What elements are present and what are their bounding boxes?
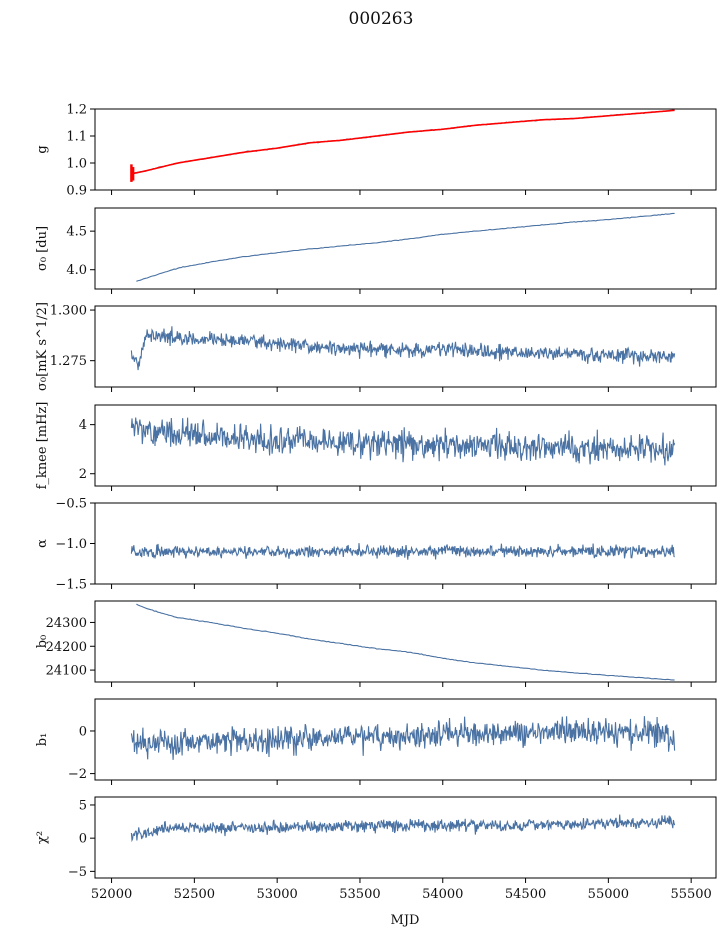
axes-frame-f-knee xyxy=(94,404,717,487)
y-tick-label: 24100 xyxy=(46,664,87,679)
axes-frame-b1 xyxy=(94,698,717,781)
y-tick-label: 24300 xyxy=(46,616,87,631)
axes-frame-alpha xyxy=(94,502,717,585)
x-tick-label: 55000 xyxy=(588,887,629,902)
figure-title: 000263 xyxy=(349,9,414,29)
series-line-b1 xyxy=(130,716,676,760)
x-tick-label: 55500 xyxy=(670,887,711,902)
series-line-chi2 xyxy=(130,814,676,843)
y-axis-label-g: g xyxy=(35,145,50,153)
panel-b0: 24100 24200 24300 b₀ xyxy=(35,600,717,687)
y-tick-label: 4.5 xyxy=(66,225,87,240)
y-axis-label-sigma0-du: σ₀ [du] xyxy=(35,226,50,271)
axes-frame-g xyxy=(94,108,717,191)
y-tick-label: 1.1 xyxy=(66,130,87,145)
y-tick-label: 1.2 xyxy=(66,103,87,118)
x-tick-label: 53000 xyxy=(256,887,297,902)
y-axis-label-alpha: α xyxy=(35,539,50,548)
x-tick-label: 54500 xyxy=(505,887,546,902)
series-line-alpha xyxy=(130,543,675,560)
y-tick-label: 0.9 xyxy=(66,184,87,199)
series-line-g xyxy=(131,109,675,175)
panel-g: 0.9 1.0 1.1 1.2 g xyxy=(35,103,717,199)
x-tick-label: 53500 xyxy=(339,887,380,902)
x-tick-label: 52500 xyxy=(174,887,215,902)
panels: 0.9 1.0 1.1 1.2 g 4.0 4.5 σ₀ [du] 1.275 1.300σ₀[m… xyxy=(35,103,717,902)
y-tick-label: 0 xyxy=(79,832,87,847)
panel-chi2: −5 0 5 52000 52500 53000 53500 54000 54500 55000 5… xyxy=(35,796,717,902)
y-tick-label: 1.300 xyxy=(50,304,87,319)
y-tick-label: −1.0 xyxy=(55,537,87,552)
y-axis-label-f-knee: f_knee [mHz] xyxy=(35,402,50,490)
axes-frame-b0 xyxy=(94,600,717,683)
axes-frame-sigma0-du xyxy=(94,207,717,290)
y-tick-label: 2 xyxy=(79,467,87,482)
axes-frame-chi2 xyxy=(94,796,717,879)
series-line-sigma0-mks xyxy=(130,326,676,371)
series-line-sigma0-du xyxy=(136,212,675,282)
y-tick-label: 24200 xyxy=(46,640,87,655)
series-line-f-knee xyxy=(130,417,676,466)
y-tick-label: 1.275 xyxy=(50,354,87,369)
axes-frame-sigma0-mks xyxy=(94,305,717,388)
y-axis-label-chi2: χ² xyxy=(35,831,50,844)
panel-b1: −2 0 b₁ xyxy=(35,698,717,785)
y-axis-label-b1: b₁ xyxy=(35,733,50,747)
series-line-g-fit xyxy=(131,109,675,175)
y-tick-label: −5 xyxy=(68,865,87,880)
y-tick-label: 4 xyxy=(79,418,87,433)
panel-sigma0-du: 4.0 4.5 σ₀ [du] xyxy=(35,207,717,294)
y-tick-label: 0 xyxy=(79,724,87,739)
y-tick-label: −0.5 xyxy=(55,497,87,512)
y-tick-label: 1.0 xyxy=(66,157,87,172)
y-tick-label: 5 xyxy=(79,798,87,813)
y-axis-label-b0: b₀ xyxy=(35,635,50,649)
y-tick-label: −1.5 xyxy=(55,578,87,593)
panel-f-knee: 2 4 f_knee [mHz] xyxy=(35,402,717,491)
panel-alpha: −1.5 −1.0 −0.5 α xyxy=(35,497,717,593)
x-tick-label: 54000 xyxy=(422,887,463,902)
y-axis-label-sigma0-mks: σ₀[mK s^1/2] xyxy=(35,302,50,391)
x-tick-label: 52000 xyxy=(91,887,132,902)
series-line-b0 xyxy=(136,603,675,681)
y-tick-label: 4.0 xyxy=(66,263,87,278)
y-tick-label: −2 xyxy=(68,767,87,782)
x-axis-label: MJD xyxy=(391,913,420,928)
